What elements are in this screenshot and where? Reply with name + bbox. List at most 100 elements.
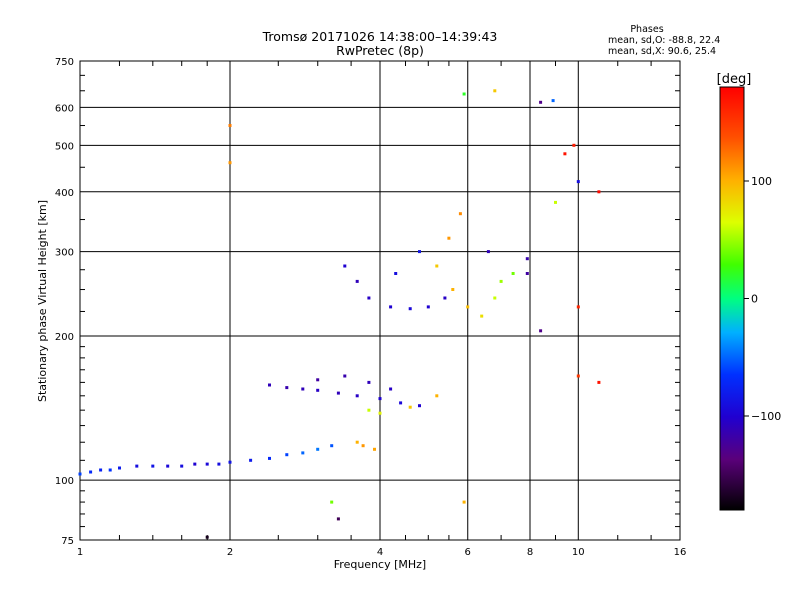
colorbar-tick-label: 100: [751, 175, 772, 188]
scatter-point: [554, 200, 557, 204]
x-tick-label: 16: [674, 547, 687, 558]
y-tick-label: 400: [55, 188, 74, 199]
scatter-point: [343, 374, 347, 378]
scatter-point: [367, 408, 371, 412]
scatter-point: [217, 462, 221, 466]
scatter-point: [205, 462, 209, 466]
scatter-point: [135, 464, 139, 468]
scatter-point: [268, 383, 271, 387]
scatter-point: [373, 447, 376, 451]
scatter-point: [408, 307, 412, 311]
scatter-point: [539, 329, 543, 333]
y-tick-label: 200: [55, 332, 74, 343]
scatter-point: [462, 500, 466, 504]
scatter-point: [435, 264, 439, 268]
x-tick-label: 10: [572, 547, 585, 558]
scatter-point: [378, 397, 382, 401]
scatter-point: [118, 466, 121, 470]
scatter-point: [597, 190, 601, 194]
scatter-point: [228, 124, 232, 127]
scatter-point: [301, 387, 305, 391]
scatter-point: [418, 404, 421, 408]
scatter-point: [355, 440, 359, 444]
scatter-point: [316, 378, 320, 382]
grid: [80, 61, 680, 540]
scatter-point: [99, 468, 103, 472]
x-tick-label: 4: [377, 547, 383, 558]
scatter-point: [597, 380, 601, 384]
scatter-point: [480, 314, 484, 318]
chart-subtitle: RwPretec (8p): [336, 43, 424, 58]
scatter-point: [301, 451, 305, 455]
scatter-point: [418, 250, 421, 254]
y-tick-label: 100: [55, 476, 74, 487]
y-tick-label: 300: [55, 248, 74, 259]
scatter-point: [285, 453, 289, 457]
scatter-point: [576, 374, 580, 378]
scatter-point: [551, 99, 555, 103]
scatter-point: [108, 468, 112, 472]
scatter-points: [78, 89, 601, 539]
colorbar: [719, 86, 745, 511]
scatter-point: [330, 500, 334, 504]
colorbar-tick-label: −100: [751, 410, 781, 423]
scatter-point: [493, 296, 497, 300]
scatter-point: [426, 305, 430, 309]
scatter-point: [576, 305, 580, 309]
scatter-point: [399, 401, 403, 405]
scatter-point: [193, 462, 197, 466]
scatter-point: [499, 279, 503, 283]
scatter-point: [462, 92, 466, 96]
scatter-point: [466, 305, 470, 309]
scatter-point: [336, 391, 340, 395]
colorbar-label: [deg]: [717, 72, 752, 87]
y-tick-label: 750: [55, 57, 74, 68]
scatter-point: [336, 517, 340, 521]
scatter-point: [525, 272, 529, 275]
scatter-point: [394, 272, 398, 275]
scatter-point: [268, 456, 271, 460]
scatter-point: [511, 272, 515, 275]
scatter-point: [451, 288, 455, 291]
x-axis-label: Frequency [MHz]: [334, 558, 426, 571]
y-tick-label: 600: [55, 103, 74, 114]
scatter-point: [539, 100, 543, 104]
scatter-point: [389, 387, 393, 391]
scatter-point: [572, 143, 576, 147]
scatter-point: [367, 296, 371, 300]
phase-box-heading: Phases: [630, 24, 663, 35]
scatter-point: [89, 470, 93, 474]
scatter-point: [525, 257, 529, 261]
scatter-point: [378, 411, 382, 415]
scatter-point: [343, 264, 347, 268]
scatter-point: [205, 535, 209, 539]
colorbar-tick-label: 0: [751, 293, 758, 306]
scatter-point: [563, 152, 567, 156]
phase-box-x: mean, sd,X: 90.6, 25.4: [608, 46, 716, 57]
scatter-point: [78, 472, 82, 476]
scatter-point: [443, 296, 447, 300]
phase-box-o: mean, sd,O: -88.8, 22.4: [608, 35, 720, 46]
scatter-point: [330, 444, 334, 448]
x-tick-label: 2: [227, 547, 233, 558]
x-tick-label: 1: [77, 547, 83, 558]
scatter-point: [435, 394, 439, 398]
scatter-point: [355, 394, 359, 398]
colorbar-ticks: 100 0 −100: [744, 175, 781, 423]
scatter-point: [361, 444, 365, 448]
scatter-point: [249, 458, 253, 462]
scatter-point: [228, 460, 232, 464]
scatter-point: [228, 161, 232, 165]
scatter-point: [576, 180, 580, 184]
scatter-point: [367, 380, 371, 384]
scatter-point: [486, 250, 490, 254]
scatter-point: [389, 305, 393, 309]
scatter-point: [355, 279, 359, 283]
y-tick-label: 500: [55, 141, 74, 152]
scatter-point: [493, 89, 497, 93]
scatter-point: [151, 464, 155, 468]
scatter-point: [180, 464, 184, 468]
scatter-point: [447, 236, 451, 240]
scatter-point: [458, 212, 462, 216]
